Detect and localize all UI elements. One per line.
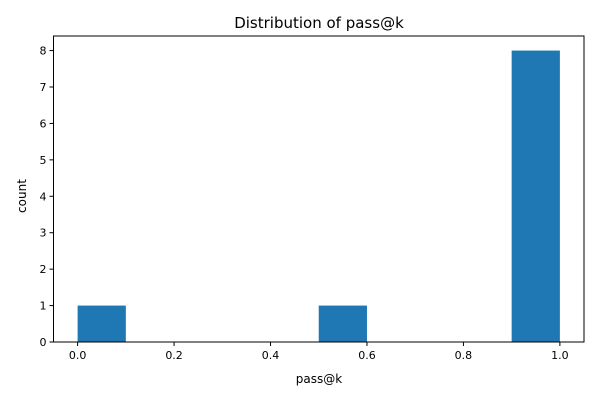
x-tick-label: 0.8 [455,349,473,362]
y-axis-label: count [15,179,29,213]
x-tick-label: 0.4 [262,349,280,362]
y-tick-label: 0 [40,336,47,349]
bars-layer [77,50,560,342]
y-tick-label: 1 [40,300,47,313]
x-axis-label: pass@k [296,372,342,386]
y-tick-label: 5 [40,154,47,167]
x-axis-ticks: 0.0 0.2 0.4 0.6 0.8 1.0 [69,342,569,362]
histogram-bar-9 [511,50,560,342]
x-tick-label: 0.0 [69,349,87,362]
x-tick-label: 1.0 [551,349,569,362]
histogram-bar-5 [318,305,367,342]
x-tick-label: 0.2 [165,349,183,362]
y-tick-label: 3 [40,227,47,240]
y-tick-label: 6 [40,117,47,130]
y-tick-label: 4 [40,190,47,203]
x-tick-label: 0.6 [358,349,376,362]
plot-frame [53,35,585,343]
histogram-bar-0 [77,305,126,342]
y-tick-label: 2 [40,263,47,276]
y-tick-label: 8 [40,45,47,58]
y-axis-ticks: 0 1 2 3 4 5 6 7 8 [40,45,54,349]
y-tick-label: 7 [40,81,47,94]
chart-title: Distribution of pass@k [234,14,404,32]
